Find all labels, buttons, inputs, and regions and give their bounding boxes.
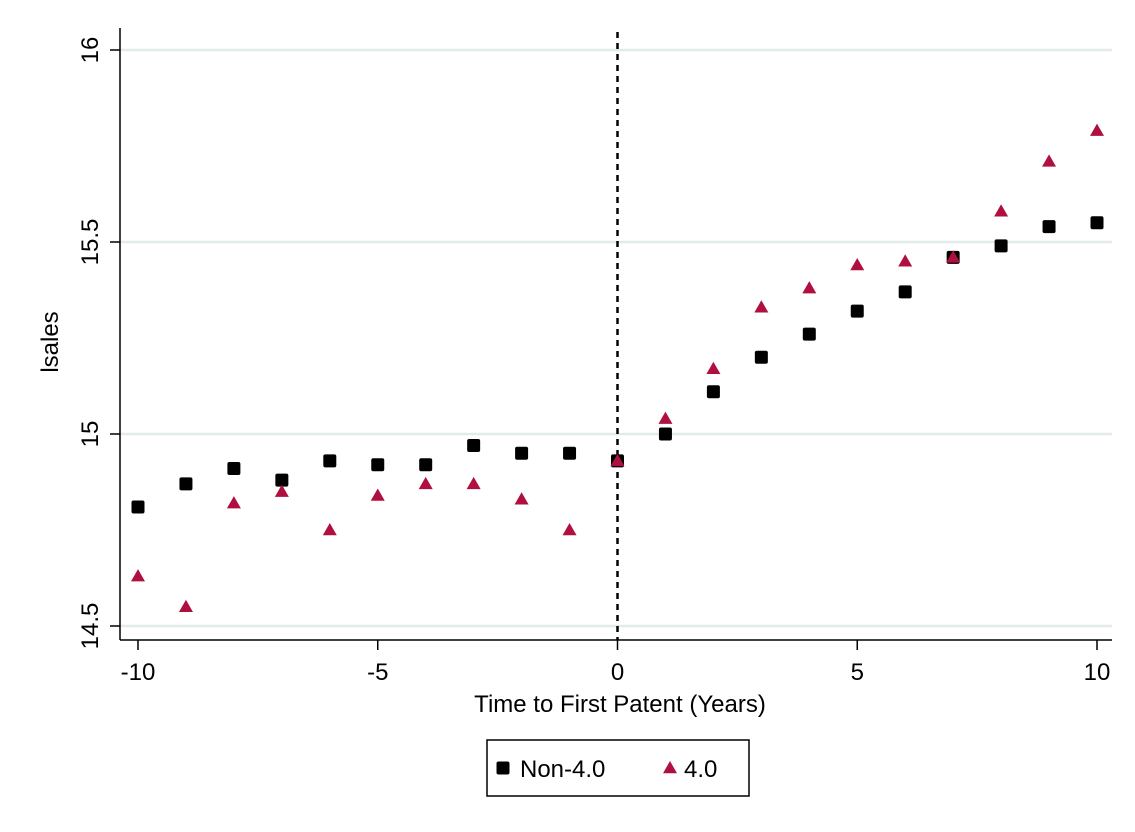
data-point-triangle	[226, 496, 241, 509]
data-point-square	[850, 304, 864, 318]
legend-label: Non-4.0	[520, 756, 605, 783]
data-point-triangle	[706, 361, 721, 374]
data-point-square	[563, 446, 577, 460]
data-point-triangle	[658, 411, 673, 424]
x-tick-label: 5	[851, 659, 864, 686]
y-tick-label: 14.5	[77, 603, 104, 650]
x-tick-label: -10	[121, 659, 156, 686]
data-point-square	[131, 500, 145, 514]
data-point-square	[467, 439, 481, 453]
x-tick-label: 10	[1084, 659, 1111, 686]
data-point-triangle	[466, 476, 481, 490]
legend: Non-4.0 4.0	[486, 739, 750, 797]
y-tick-label: 15	[77, 421, 104, 448]
data-point-triangle	[131, 569, 145, 582]
data-point-triangle	[322, 523, 337, 536]
gridlines	[120, 48, 1112, 628]
data-point-triangle	[178, 599, 193, 613]
data-point-square	[323, 454, 337, 468]
data-point-triangle	[802, 281, 817, 294]
series-4-0	[131, 123, 1104, 613]
data-point-square	[419, 458, 433, 472]
data-point-triangle	[754, 300, 769, 313]
data-point-square	[1042, 220, 1056, 234]
data-point-triangle	[898, 254, 913, 267]
data-point-triangle	[610, 453, 625, 467]
data-point-triangle	[994, 204, 1009, 217]
legend-square-marker	[496, 761, 510, 775]
data-point-triangle	[274, 484, 289, 497]
data-point-triangle	[1042, 154, 1057, 167]
data-point-square	[179, 477, 193, 491]
data-point-triangle	[370, 488, 385, 501]
data-point-triangle	[850, 258, 865, 271]
data-point-triangle	[946, 250, 961, 263]
legend-box	[486, 739, 750, 797]
y-tick-label: 16	[77, 37, 104, 64]
data-point-triangle	[418, 476, 433, 490]
x-tick-label: -5	[367, 659, 388, 686]
x-axis-title: Time to First Patent (Years)	[474, 691, 766, 718]
data-point-square	[658, 427, 672, 441]
y-axis-title: lsales	[37, 311, 64, 372]
data-point-square	[706, 385, 720, 399]
data-point-square	[802, 327, 816, 341]
data-point-triangle	[1090, 123, 1104, 136]
data-marks	[131, 123, 1104, 613]
data-point-triangle	[562, 523, 577, 536]
axes: 14.5 15 15.5 16 -10 -5 0 5 10	[77, 28, 1112, 686]
data-point-square	[898, 285, 912, 299]
data-point-square	[515, 446, 529, 460]
data-point-square	[754, 350, 768, 364]
data-point-square	[275, 473, 289, 487]
data-point-square	[1090, 216, 1104, 230]
legend-triangle-marker	[663, 761, 677, 774]
data-point-square	[227, 462, 241, 476]
data-point-triangle	[514, 492, 529, 505]
legend-label: 4.0	[684, 756, 717, 783]
data-point-square	[994, 239, 1008, 253]
data-point-square	[371, 458, 385, 472]
x-tick-label: 0	[611, 659, 624, 686]
y-tick-label: 15.5	[77, 219, 104, 266]
